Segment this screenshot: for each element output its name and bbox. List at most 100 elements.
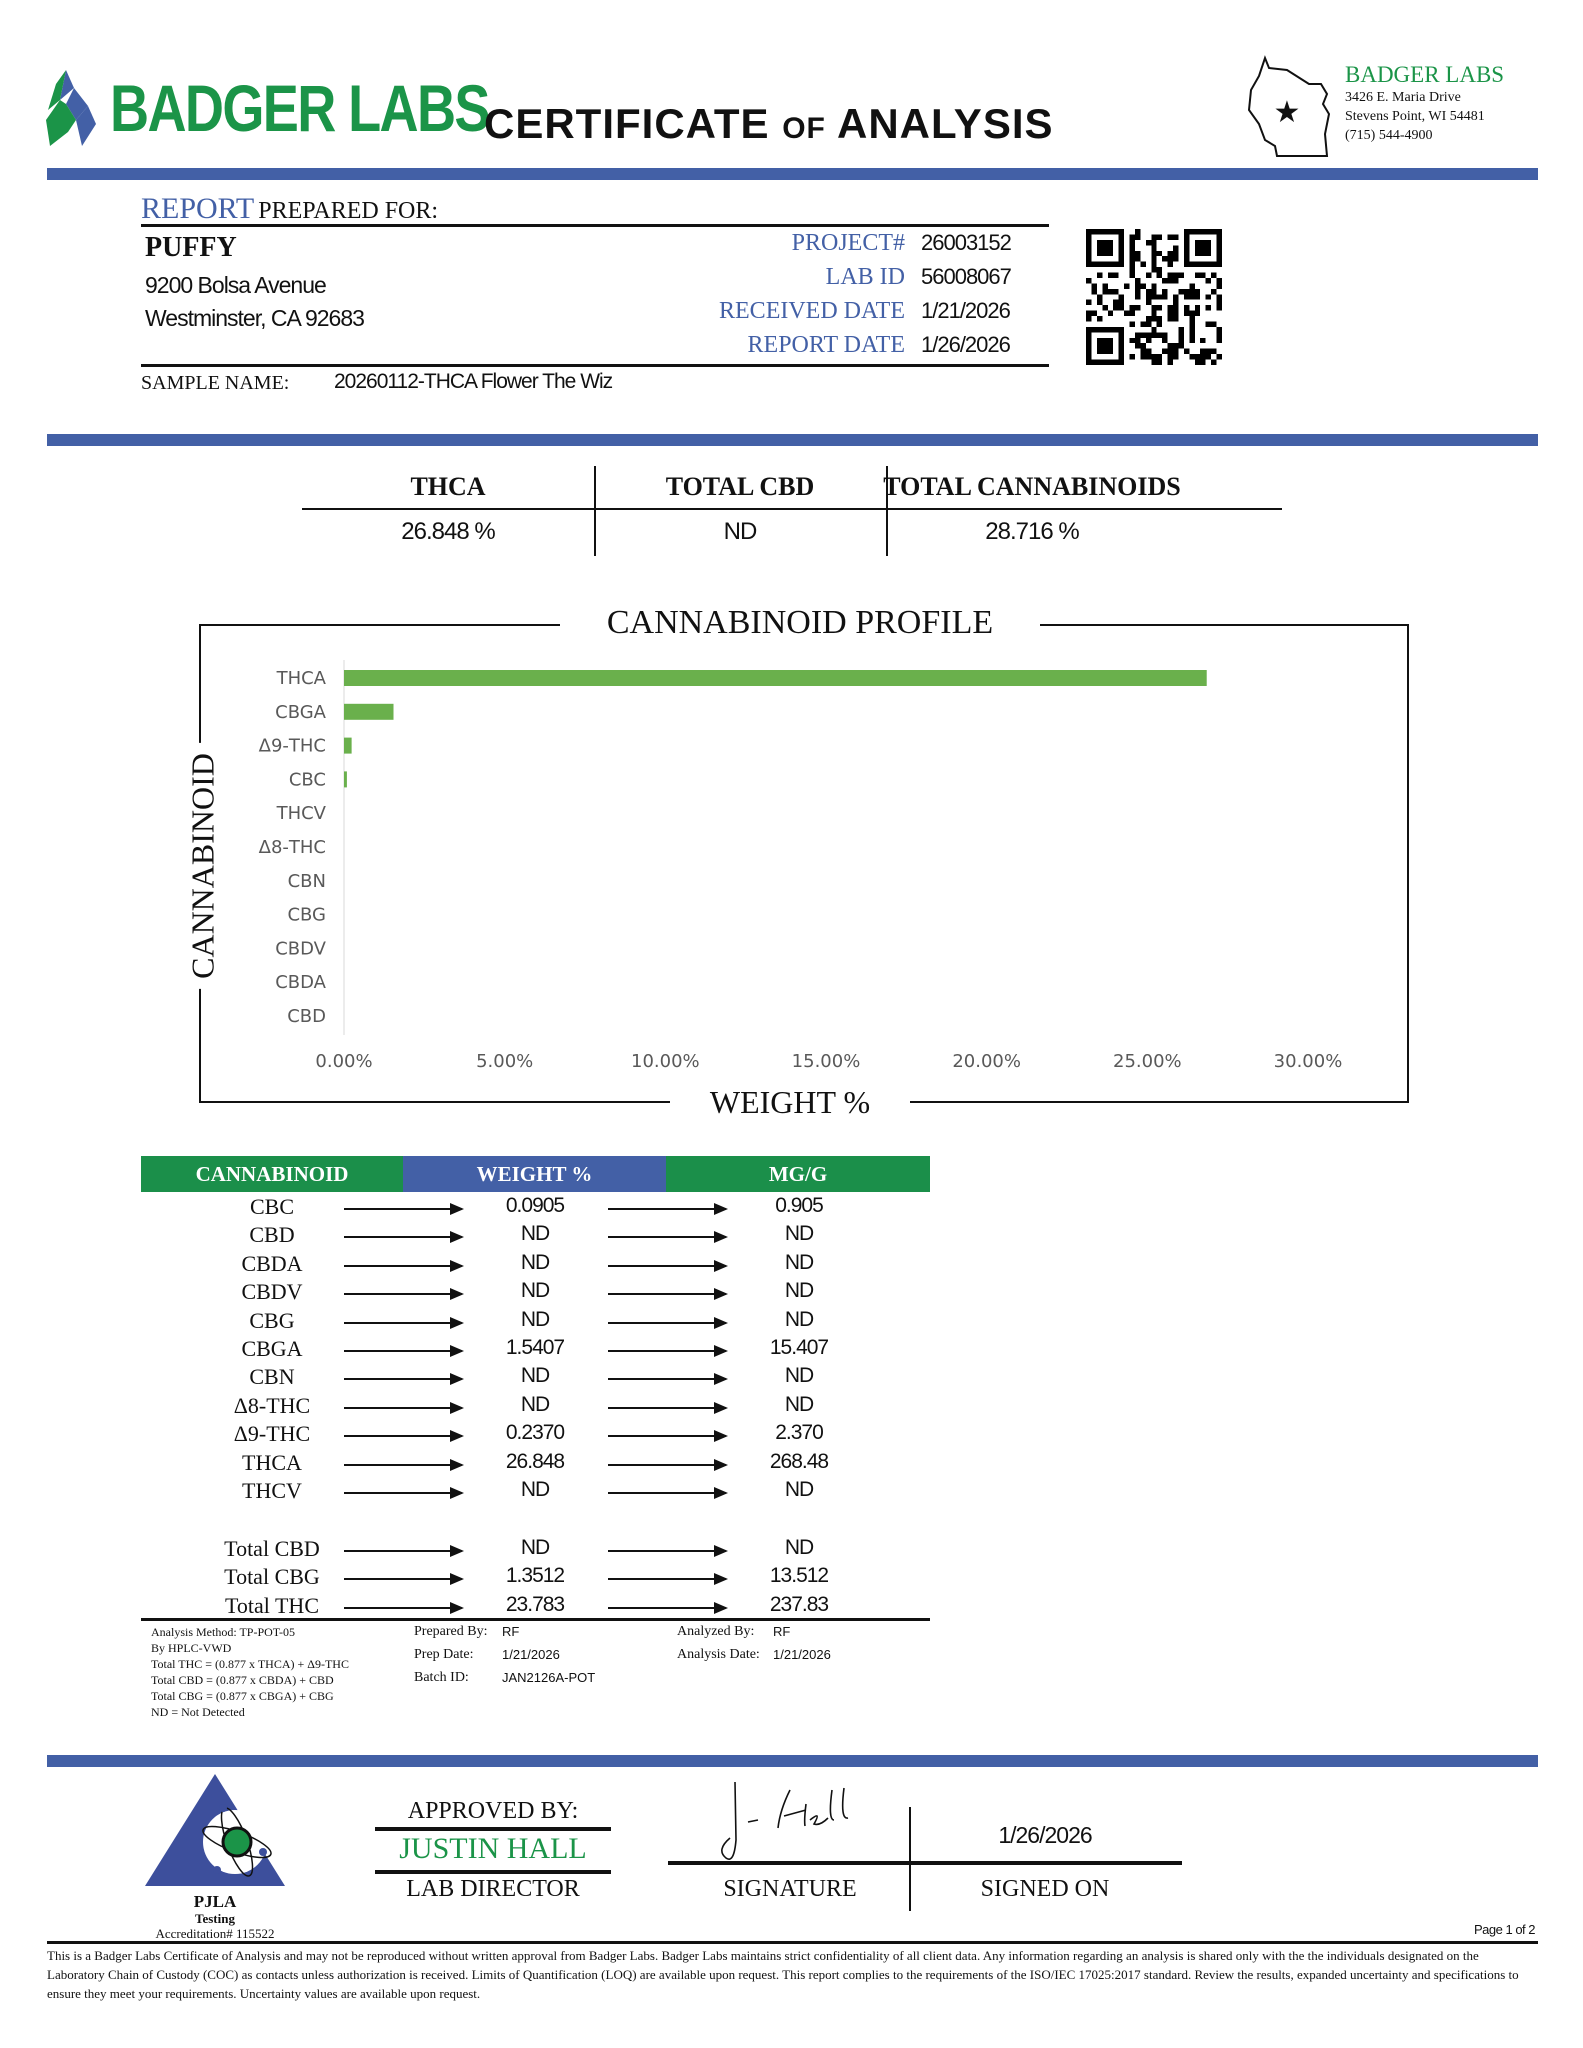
pjla-label: PJLA xyxy=(193,1892,237,1911)
category-label: CBDA xyxy=(275,972,326,993)
arrow-right-icon xyxy=(344,1545,464,1557)
arrow-right-icon xyxy=(608,1373,728,1386)
arrow-right-icon xyxy=(344,1601,464,1614)
mg-per-g-value: ND xyxy=(784,1536,814,1559)
summary-col-divider xyxy=(594,466,596,556)
report-prepared-for-heading: REPORT PREPARED FOR: xyxy=(141,192,439,225)
arrow-right-icon xyxy=(344,1458,464,1471)
table-bottom-divider xyxy=(141,1618,930,1621)
wisconsin-map-icon: ★ xyxy=(1247,55,1331,157)
mg-per-g-value: ND xyxy=(784,1307,814,1331)
table-row: Total CBD ND ND xyxy=(141,1535,930,1563)
category-label: THCV xyxy=(276,803,327,824)
sample-name-label: SAMPLE NAME: xyxy=(141,372,290,394)
arrow-right-icon xyxy=(608,1601,728,1614)
divider xyxy=(141,364,1049,367)
arrow-right-icon xyxy=(344,1401,464,1414)
cannabinoid-name: THCA xyxy=(242,1449,302,1475)
accreditation-number: Accreditation# 115522 xyxy=(155,1926,275,1941)
mg-per-g-value: 237.83 xyxy=(769,1592,829,1616)
category-label: Δ8-THC xyxy=(259,837,326,858)
client-address-line2: Westminster, CA 92683 xyxy=(145,305,365,331)
table-row: CBD ND ND xyxy=(141,1221,930,1249)
table-row: Total CBG 1.3512 13.512 xyxy=(141,1563,930,1591)
analysis-date-label: Analysis Date: xyxy=(677,1647,760,1662)
summary-total-cannabinoids-label: TOTAL CANNABINOIDS xyxy=(883,472,1181,501)
divider xyxy=(375,1827,611,1831)
signed-date: 1/26/2026 xyxy=(998,1822,1092,1848)
prepared-by-value: RF xyxy=(502,1624,520,1639)
client-address-line1: 9200 Bolsa Avenue xyxy=(145,272,327,298)
cannabinoid-name: CBG xyxy=(249,1307,295,1333)
report-date-value: 1/26/2026 xyxy=(921,332,1011,357)
mg-per-g-value: ND xyxy=(784,1250,814,1274)
mg-per-g-value: 15.407 xyxy=(769,1336,829,1359)
mg-per-g-value: 13.512 xyxy=(769,1564,829,1588)
prep-date-value: 1/21/2026 xyxy=(502,1647,560,1662)
summary-col-divider xyxy=(886,466,888,556)
arrow-right-icon xyxy=(608,1345,728,1357)
analyzed-by-label: Analyzed By: xyxy=(677,1624,755,1639)
weight-percent-value: 1.3512 xyxy=(505,1564,565,1588)
arrow-right-icon xyxy=(344,1373,464,1386)
qr-code[interactable] xyxy=(1086,229,1222,365)
table-row: CBDA ND ND xyxy=(141,1250,930,1278)
weight-percent-value: 26.848 xyxy=(505,1449,565,1473)
bar-CBC xyxy=(344,771,347,788)
divider xyxy=(141,224,1049,227)
cannabinoid-name: CBN xyxy=(249,1364,295,1390)
signature-label: SIGNATURE xyxy=(723,1876,857,1902)
arrow-right-icon xyxy=(344,1231,464,1244)
cannabinoid-name: THCV xyxy=(242,1478,302,1503)
x-tick-label: 10.00% xyxy=(631,1051,700,1072)
received-date-label: RECEIVED DATE xyxy=(719,298,905,324)
arrow-right-icon xyxy=(608,1487,728,1499)
summary-total-cannabinoids-value: 28.716 % xyxy=(985,518,1079,545)
table-header-cannabinoid: CANNABINOID xyxy=(141,1156,403,1192)
summary-total-cbd-value: ND xyxy=(723,518,758,545)
analysis-notes: Analysis Method: TP-POT-05 By HPLC-VWD T… xyxy=(151,1624,349,1720)
cannabinoid-name: Δ9-THC xyxy=(233,1421,311,1447)
table-row: CBGA 1.5407 15.407 xyxy=(141,1335,930,1363)
section-divider xyxy=(47,434,1538,446)
table-header-weight: WEIGHT % xyxy=(403,1156,666,1192)
category-label: CBN xyxy=(288,871,326,892)
arrow-right-icon xyxy=(344,1203,464,1215)
weight-percent-value: ND xyxy=(520,1478,550,1501)
arrow-right-icon xyxy=(608,1259,728,1272)
arrow-right-icon xyxy=(608,1401,728,1414)
table-row: THCA 26.848 268.48 xyxy=(141,1449,930,1477)
weight-percent-value: 0.2370 xyxy=(505,1421,565,1445)
batch-id-value: JAN2126A-POT xyxy=(502,1670,596,1685)
lab-address-line1: 3426 E. Maria Drive xyxy=(1345,90,1461,105)
arrow-right-icon xyxy=(344,1345,464,1357)
x-tick-label: 5.00% xyxy=(476,1051,533,1072)
arrow-right-icon xyxy=(344,1430,464,1443)
cannabinoid-name: Δ8-THC xyxy=(233,1392,311,1418)
divider xyxy=(375,1870,611,1874)
project-value: 26003152 xyxy=(921,230,1012,255)
project-label: PROJECT# xyxy=(791,230,905,256)
arrow-right-icon xyxy=(344,1259,464,1272)
cannabinoid-name: Total THC xyxy=(225,1592,319,1618)
lab-name: BADGER LABS xyxy=(1345,62,1505,87)
arrow-right-icon xyxy=(608,1573,728,1586)
header-divider xyxy=(47,168,1538,180)
table-row: Δ9-THC 0.2370 2.370 xyxy=(141,1420,930,1448)
weight-percent-value: ND xyxy=(520,1250,550,1274)
signature-divider xyxy=(909,1807,911,1911)
weight-percent-value: 1.5407 xyxy=(505,1336,565,1359)
cannabinoid-name: CBDV xyxy=(241,1279,303,1305)
summary-total-cbd-label: TOTAL CBD xyxy=(665,472,815,501)
mg-per-g-value: ND xyxy=(784,1478,814,1501)
category-label: CBD xyxy=(287,1006,326,1027)
cannabinoid-name: Total CBG xyxy=(224,1564,320,1590)
summary-divider xyxy=(302,508,1282,510)
x-tick-label: 30.00% xyxy=(1274,1051,1343,1072)
svg-text:★: ★ xyxy=(1274,96,1301,129)
table-row: Total THC 23.783 237.83 xyxy=(141,1592,930,1620)
logo-text: BADGER LABS xyxy=(110,71,490,145)
arrow-right-icon xyxy=(608,1288,728,1301)
badger-labs-leaf-logo-icon xyxy=(46,70,96,146)
table-row: CBG ND ND xyxy=(141,1307,930,1335)
